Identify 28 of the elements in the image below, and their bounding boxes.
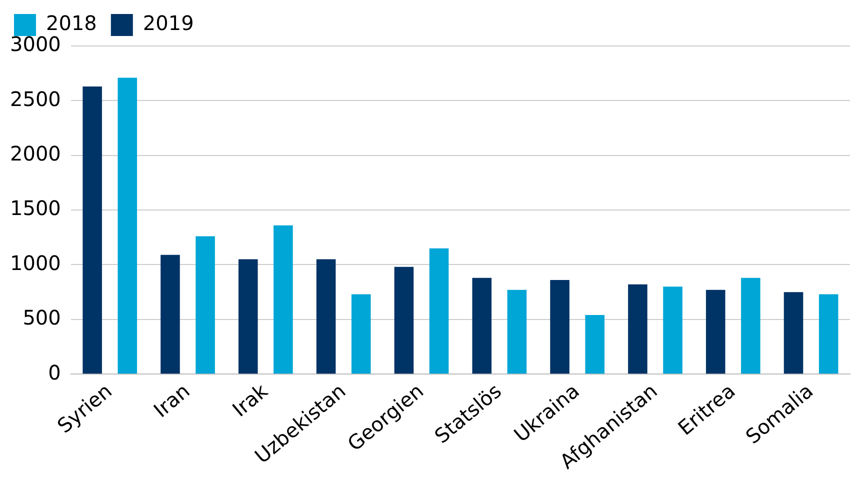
bar <box>472 278 492 374</box>
bar <box>784 292 804 374</box>
legend-label: 2019 <box>142 11 194 36</box>
bar <box>274 225 293 374</box>
y-tick-label: 500 <box>22 306 61 330</box>
y-tick-label: 2000 <box>10 142 61 166</box>
bar <box>663 286 682 374</box>
bar <box>429 248 449 374</box>
bar <box>706 290 726 374</box>
x-tick-label: Iran <box>148 378 194 422</box>
y-tick-label: 1500 <box>10 196 61 220</box>
bar <box>196 236 215 374</box>
y-tick-label: 1000 <box>10 250 61 275</box>
y-tick-label: 0 <box>48 360 61 384</box>
bar <box>160 254 180 374</box>
bar <box>550 280 570 374</box>
bar <box>238 259 258 374</box>
bar <box>507 290 527 374</box>
bar <box>741 278 760 374</box>
y-tick-label: 2500 <box>10 86 61 111</box>
bar <box>82 86 102 374</box>
bar <box>394 266 414 374</box>
bar <box>316 259 336 374</box>
bar <box>628 284 648 374</box>
bar <box>351 294 371 374</box>
bar <box>818 294 838 374</box>
bar <box>118 78 138 374</box>
bar <box>585 315 604 374</box>
